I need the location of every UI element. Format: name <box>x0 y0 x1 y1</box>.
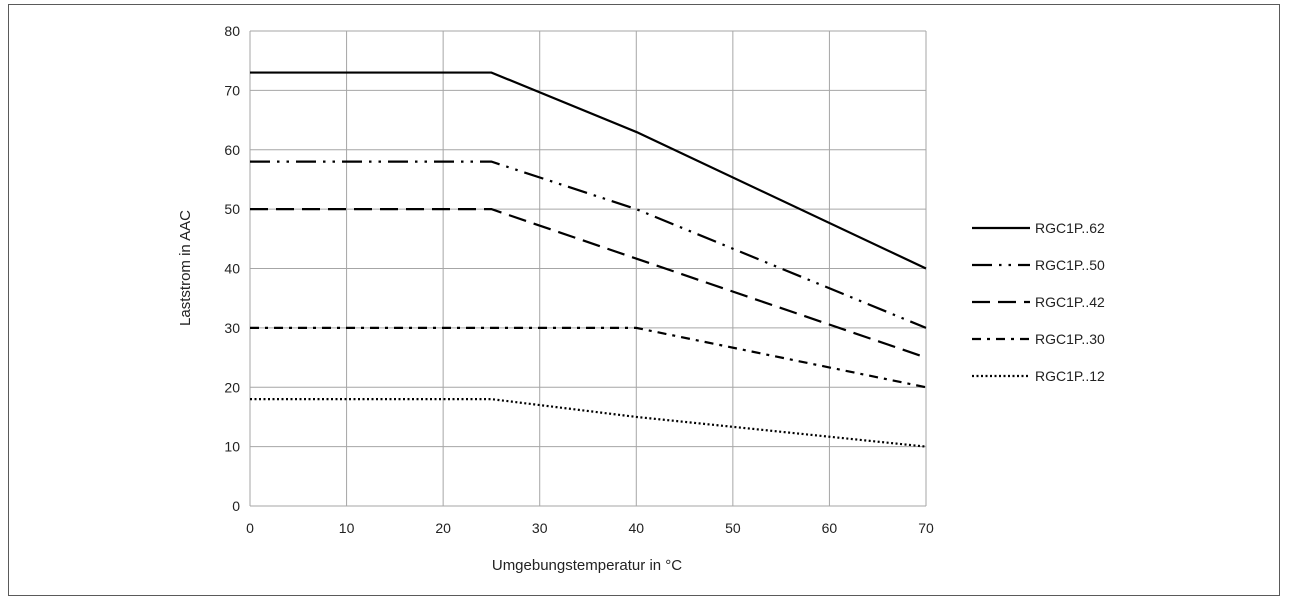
x-tick-label: 10 <box>339 520 355 536</box>
x-tick-label: 50 <box>725 520 741 536</box>
y-tick-label: 20 <box>224 379 240 395</box>
y-tick-label: 40 <box>224 261 240 277</box>
legend-label: RGC1P..62 <box>1035 220 1105 236</box>
series-line <box>250 398 927 448</box>
x-tick-label: 20 <box>435 520 451 536</box>
legend-label: RGC1P..42 <box>1035 294 1105 310</box>
x-tick-label: 70 <box>918 520 934 536</box>
series-line <box>250 160 927 329</box>
legend-label: RGC1P..12 <box>1035 368 1105 384</box>
legend: RGC1P..62 RGC1P..50 RGC1P..42 RGC1P..30 RGC1… <box>972 220 1105 384</box>
x-tick-label: 40 <box>628 520 644 536</box>
y-tick-label: 10 <box>224 439 240 455</box>
series-line <box>250 71 927 270</box>
x-tick-label: 60 <box>822 520 838 536</box>
y-tick-label: 0 <box>232 498 240 514</box>
legend-label: RGC1P..30 <box>1035 331 1105 347</box>
y-tick-label: 60 <box>224 142 240 158</box>
y-axis-title: Laststrom in AAC <box>177 210 194 326</box>
legend-label: RGC1P..50 <box>1035 257 1105 273</box>
series-lines <box>250 71 927 448</box>
y-tick-label: 80 <box>224 23 240 39</box>
series-line <box>250 326 927 389</box>
x-tick-label: 0 <box>246 520 254 536</box>
y-tick-label: 50 <box>224 201 240 217</box>
tick-labels: 0 10 20 30 40 50 60 70 0 10 20 30 40 50 60 70 80 <box>224 23 934 536</box>
grid <box>249 30 927 507</box>
x-tick-label: 30 <box>532 520 548 536</box>
y-tick-label: 70 <box>224 82 240 98</box>
y-tick-label: 30 <box>224 320 240 336</box>
series-line <box>250 208 927 359</box>
x-axis-title: Umgebungstemperatur in °C <box>492 557 682 574</box>
chart-frame <box>8 4 1280 596</box>
